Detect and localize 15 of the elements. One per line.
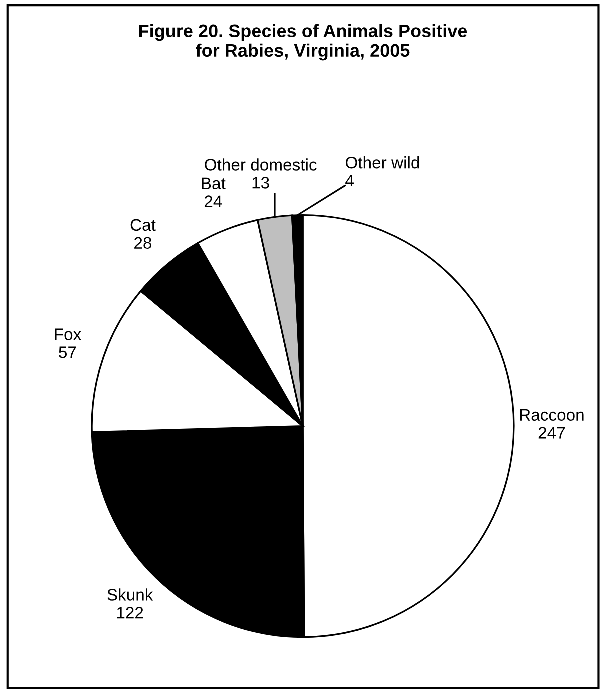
data-label: 13 [252,177,270,189]
data-label: 28 [134,237,152,250]
slice-label: Other domestic [205,158,317,171]
data-label: 24 [204,196,222,208]
data-label: 247 [538,427,566,439]
slice-label: Other wild [346,156,420,169]
slice-label: Raccoon [520,409,584,422]
slice-label: Skunk [108,588,154,601]
slice-label: Cat [130,219,156,232]
chart-title: Figure 20. Species of Animals Positive for Rabies, Virginia, 2005 [139,24,468,61]
slice-label: Fox [55,328,82,340]
slice-label: Bat [202,178,226,190]
data-label: 4 [346,175,354,187]
data-label: 57 [59,346,76,358]
data-label: 122 [117,607,144,619]
